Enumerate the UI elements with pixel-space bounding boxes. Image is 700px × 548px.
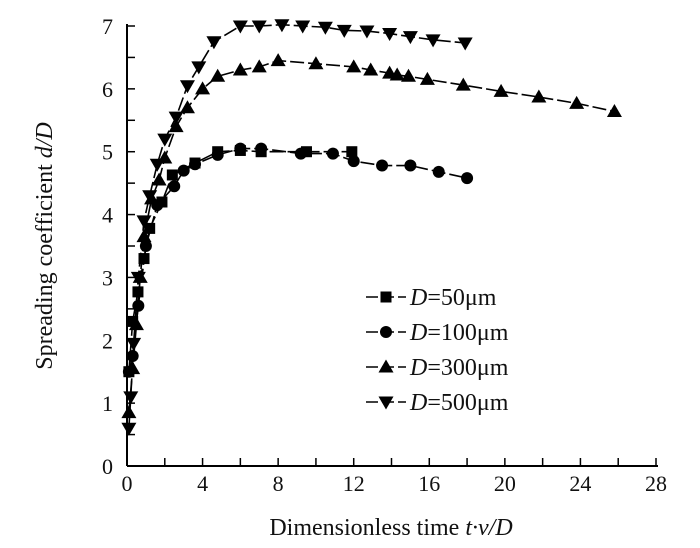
data-point [168, 119, 184, 133]
data-point [346, 146, 358, 158]
data-point [123, 391, 139, 405]
y-tick-label: 6 [102, 77, 113, 102]
series-layer [121, 19, 622, 436]
data-point [376, 159, 389, 172]
legend: D=50μm D=100μm D=300μm D=500μm [366, 285, 509, 416]
data-point [136, 229, 152, 243]
series-triangle-up [121, 53, 622, 419]
data-point [157, 133, 173, 147]
data-point [363, 62, 379, 76]
x-tick-label: 4 [197, 471, 208, 496]
data-point [326, 147, 339, 160]
x-tick-label: 0 [122, 471, 133, 496]
data-point [210, 68, 226, 82]
y-tick-label: 4 [102, 203, 113, 228]
series-triangle-down [121, 19, 473, 436]
data-point [195, 81, 211, 95]
data-point [121, 405, 137, 419]
legend-marker [380, 291, 392, 303]
y-tick-label: 0 [102, 454, 113, 479]
legend-label: D=300μm [409, 355, 509, 381]
data-point [127, 315, 139, 327]
data-point [232, 62, 248, 76]
x-tick-label: 20 [494, 471, 516, 496]
data-point [191, 61, 207, 75]
x-tick-label: 28 [645, 471, 667, 496]
data-point [177, 164, 190, 177]
legend-entry: D=500μm [366, 390, 509, 416]
data-point [149, 158, 165, 172]
data-point [274, 19, 290, 33]
data-point [389, 67, 405, 81]
data-point [308, 56, 324, 70]
data-point [493, 83, 509, 97]
y-axis-label: Spreading coefficient d/D [32, 122, 58, 369]
data-point [294, 147, 307, 160]
legend-marker [380, 326, 392, 338]
data-point [317, 21, 333, 35]
data-point [255, 142, 268, 155]
legend-marker [378, 396, 394, 410]
data-point [401, 68, 417, 82]
data-point [432, 165, 445, 178]
data-point [128, 317, 144, 331]
legend-entry: D=100μm [366, 320, 509, 346]
data-point [251, 20, 267, 34]
x-tick-label: 8 [273, 471, 284, 496]
data-point [130, 271, 146, 285]
legend-label: D=100μm [409, 320, 509, 346]
legend-entry: D=50μm [366, 285, 497, 311]
data-point [455, 77, 471, 91]
y-tick-label: 2 [102, 328, 113, 353]
data-point [270, 53, 286, 67]
x-tick-label: 16 [418, 471, 440, 496]
x-axis-label: Dimensionless time t·v/D [269, 515, 512, 541]
data-point [166, 169, 178, 181]
data-point [569, 95, 585, 109]
data-point [251, 59, 267, 73]
series-line [128, 59, 615, 413]
data-point [121, 422, 137, 436]
legend-label: D=50μm [409, 285, 497, 311]
data-point [211, 148, 224, 161]
data-point [151, 172, 167, 186]
data-point [189, 158, 202, 171]
data-point [359, 25, 375, 39]
data-point [425, 34, 441, 48]
y-tick-label: 3 [102, 265, 113, 290]
data-point [419, 71, 435, 85]
data-point [168, 180, 181, 193]
data-point [179, 100, 195, 114]
data-point [346, 59, 362, 73]
data-point [606, 103, 622, 117]
data-point [457, 37, 473, 51]
x-tick-label: 12 [343, 471, 365, 496]
data-point [404, 159, 417, 172]
data-point [347, 155, 360, 168]
data-point [142, 190, 158, 204]
data-point [382, 28, 398, 42]
data-point [179, 80, 195, 94]
data-point [126, 337, 142, 351]
data-point [295, 20, 311, 34]
legend-label: D=500μm [409, 390, 509, 416]
data-point [461, 172, 474, 185]
data-point [531, 89, 547, 103]
data-point [144, 222, 156, 234]
data-point [206, 36, 222, 50]
data-point [336, 24, 352, 38]
data-point [234, 142, 247, 155]
legend-marker [378, 359, 394, 373]
data-point [168, 111, 184, 125]
y-tick-label: 7 [102, 14, 113, 39]
data-point [402, 31, 418, 45]
data-point [232, 20, 248, 34]
legend-entry: D=300μm [366, 355, 509, 381]
y-tick-label: 1 [102, 391, 113, 416]
y-tick-label: 5 [102, 140, 113, 165]
x-tick-label: 24 [569, 471, 591, 496]
data-point [136, 215, 152, 229]
